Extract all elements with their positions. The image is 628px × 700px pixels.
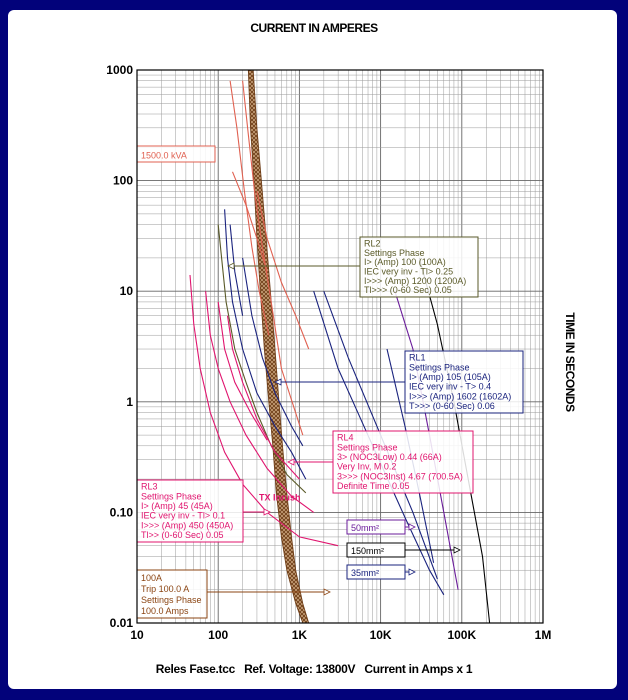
annotation-text: Tl>>> (0-60 Sec) 0.05 — [364, 285, 452, 295]
annotation-text: IEC very inv - T> 0.4 — [409, 382, 491, 392]
curve-tx_band1 — [231, 171, 268, 272]
annotation-text: RL1 — [409, 353, 426, 363]
annotation-text: 50mm² — [351, 523, 379, 533]
x-tick-label: 10K — [370, 628, 392, 642]
leader-arrowhead — [453, 546, 461, 554]
annotation-text: Tl>> (0-60 Sec) 0.05 — [141, 530, 224, 540]
annotation-text: Definite Time 0.05 — [337, 481, 410, 491]
leader-arrowhead — [263, 508, 271, 516]
y-tick-label: 0.10 — [110, 505, 134, 519]
annotation-text: IEC very inv - Tl> 0.25 — [364, 266, 453, 276]
x-tick-label: 1K — [292, 628, 308, 642]
annotation-text: IEC very inv - Tl> 0.1 — [141, 511, 225, 521]
chart-title: CURRENT IN AMPERES — [250, 21, 378, 35]
annotation-box — [136, 479, 244, 543]
curve-rl1_a — [224, 209, 307, 480]
annotation-text: 100.0 Amps — [141, 606, 189, 616]
x-tick-label: 100K — [447, 628, 476, 642]
curve-rl2_curve — [217, 224, 307, 494]
annotation-text: 150mm² — [351, 546, 384, 556]
leader-arrowhead — [227, 262, 235, 270]
annotation-text: 100A — [141, 573, 162, 583]
annotation-text: Settings Phase — [337, 442, 398, 452]
annotation-text: I>>> (Amp) 1602 (1602A) — [409, 391, 511, 401]
annotation-text: I> (Amp) 100 (100A) — [364, 257, 446, 267]
leader-arrowhead — [408, 523, 416, 531]
annotation-text: I> (Amp) 105 (105A) — [409, 372, 491, 382]
annotation-text: T>>> (0-60 Sec) 0.06 — [409, 401, 495, 411]
annotation-text: 35mm² — [351, 568, 379, 578]
annotation-text: Settings Phase — [409, 362, 470, 372]
annotation-text: I>>> (Amp) 450 (450A) — [141, 520, 233, 530]
curve-rl4_curve — [226, 315, 300, 480]
tick-labels: 10 100 1K 10K 100K 1M 1000 100 10 1 0.10 0.01 — [106, 63, 551, 642]
annotation-text: I>>> (Amp) 1200 (1200A) — [364, 276, 466, 286]
curve-rl3_a — [189, 274, 339, 547]
annotation-text: TX Inrush — [259, 492, 301, 502]
annotation-text: Very Inv, M 0.2 — [337, 462, 396, 472]
annotation-box — [359, 236, 479, 298]
curve-rl1_c — [229, 224, 244, 316]
annotation-box — [136, 569, 208, 619]
annotation-text: 3> (NOC3Low) 0.44 (66A) — [337, 452, 442, 462]
annotation-c50_box: 50mm² — [346, 519, 406, 535]
annotation-text: 3>>> (NOC3Inst) 4.67 (700.5A) — [337, 471, 463, 481]
annotation-text: RL2 — [364, 238, 381, 248]
leader-arrowhead — [323, 588, 331, 596]
annotation-text: Settings Phase — [141, 491, 202, 501]
annotation-text: Trip 100.0 A — [141, 584, 189, 594]
annotation-text: Settings Phase — [364, 248, 425, 258]
annotation-tx_box: 1500.0 kVA — [136, 145, 216, 163]
y-tick-label: 100 — [113, 174, 133, 188]
x-tick-label: 1M — [535, 628, 552, 642]
annotation-text: RL3 — [141, 482, 158, 492]
annotation-text: I> (Amp) 45 (45A) — [141, 501, 213, 511]
curve-tx_pair — [242, 80, 304, 436]
chart-footer: Reles Fase.tcc Ref. Voltage: 13800V Curr… — [155, 662, 473, 676]
y-tick-label: 1 — [126, 395, 133, 409]
leader-arrowhead — [274, 378, 282, 386]
annotation-c150_box: 150mm² — [346, 542, 406, 558]
annotation-inrush_label: TX Inrush — [259, 492, 301, 502]
annotation-c35_box: 35mm² — [346, 564, 406, 580]
y-tick-label: 0.01 — [110, 616, 134, 630]
y-tick-label: 1000 — [106, 63, 133, 77]
annotation-text: RL4 — [337, 433, 354, 443]
curve-tx_band2 — [256, 191, 310, 350]
leader-arrowhead — [287, 458, 295, 466]
curve-rl3_b — [205, 291, 315, 513]
annotation-text: 1500.0 kVA — [141, 150, 187, 160]
x-tick-label: 100 — [208, 628, 228, 642]
leader-arrowhead — [408, 568, 416, 576]
chart-panel — [8, 10, 617, 689]
annotation-text: Settings Phase — [141, 595, 202, 605]
x-tick-label: 10 — [130, 628, 144, 642]
y-tick-label: 10 — [120, 284, 134, 298]
curve-tx_pair2 — [229, 80, 270, 336]
curve-rl1_b — [242, 257, 304, 447]
annotation-box — [332, 430, 474, 494]
plot-frame — [136, 69, 544, 624]
curve-rl3_c — [217, 301, 268, 441]
